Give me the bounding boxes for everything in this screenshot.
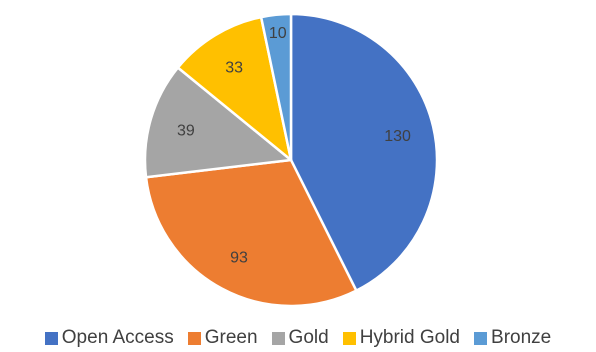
legend-label-bronze: Bronze — [491, 328, 551, 348]
legend-label-gold: Gold — [289, 328, 329, 348]
legend-item-gold: Gold — [272, 328, 329, 348]
legend-swatch-hybrid-gold — [343, 332, 356, 345]
legend-label-open-access: Open Access — [62, 328, 174, 348]
data-label-gold: 39 — [177, 122, 195, 139]
legend-swatch-gold — [272, 332, 285, 345]
data-label-hybrid-gold: 33 — [225, 59, 243, 76]
legend-item-bronze: Bronze — [474, 328, 551, 348]
legend-item-hybrid-gold: Hybrid Gold — [343, 328, 460, 348]
legend-item-open-access: Open Access — [45, 328, 174, 348]
legend: Open Access Green Gold Hybrid Gold Bronze — [0, 327, 596, 349]
legend-label-hybrid-gold: Hybrid Gold — [360, 328, 460, 348]
data-label-open-access: 130 — [384, 128, 411, 145]
data-label-green: 93 — [230, 249, 248, 266]
legend-item-green: Green — [188, 328, 258, 348]
legend-swatch-green — [188, 332, 201, 345]
data-label-bronze: 10 — [269, 25, 287, 42]
legend-swatch-open-access — [45, 332, 58, 345]
legend-label-green: Green — [205, 328, 258, 348]
legend-swatch-bronze — [474, 332, 487, 345]
